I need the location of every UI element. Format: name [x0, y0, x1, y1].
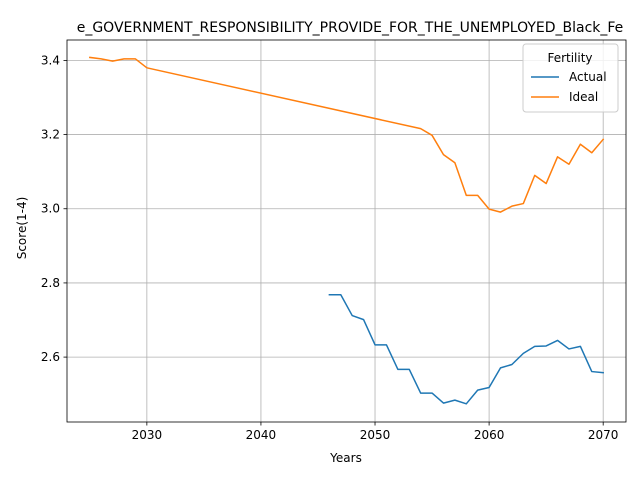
- x-axis-label: Years: [329, 451, 362, 465]
- legend: Fertility Actual Ideal: [522, 43, 619, 113]
- series-line-ideal: [88, 56, 605, 213]
- y-tick-label: 3.0: [41, 202, 60, 216]
- y-axis-ticks: 2.6 2.8 3.0 3.2 3.4: [41, 53, 67, 364]
- x-tick-label: 2050: [360, 428, 391, 442]
- y-tick-label: 3.4: [41, 53, 60, 67]
- y-tick-label: 3.2: [41, 128, 60, 142]
- legend-label-ideal: Ideal: [569, 90, 598, 104]
- x-tick-label: 2040: [246, 428, 277, 442]
- legend-box: [522, 43, 619, 113]
- y-axis-label: Score(1-4): [15, 197, 29, 260]
- x-tick-label: 2030: [132, 428, 163, 442]
- series-line-actual: [328, 294, 604, 405]
- x-axis-ticks: 2030 2040 2050 2060 2070: [132, 422, 619, 442]
- series-lines: [88, 56, 605, 405]
- x-tick-label: 2070: [588, 428, 619, 442]
- plot-area-frame: [66, 39, 627, 423]
- x-tick-label: 2060: [474, 428, 505, 442]
- y-tick-label: 2.8: [41, 276, 60, 290]
- legend-title: Fertility: [547, 51, 592, 65]
- y-tick-label: 2.6: [41, 350, 60, 364]
- legend-label-actual: Actual: [569, 70, 607, 84]
- chart-title: e_GOVERNMENT_RESPONSIBILITY_PROVIDE_FOR_…: [77, 20, 624, 36]
